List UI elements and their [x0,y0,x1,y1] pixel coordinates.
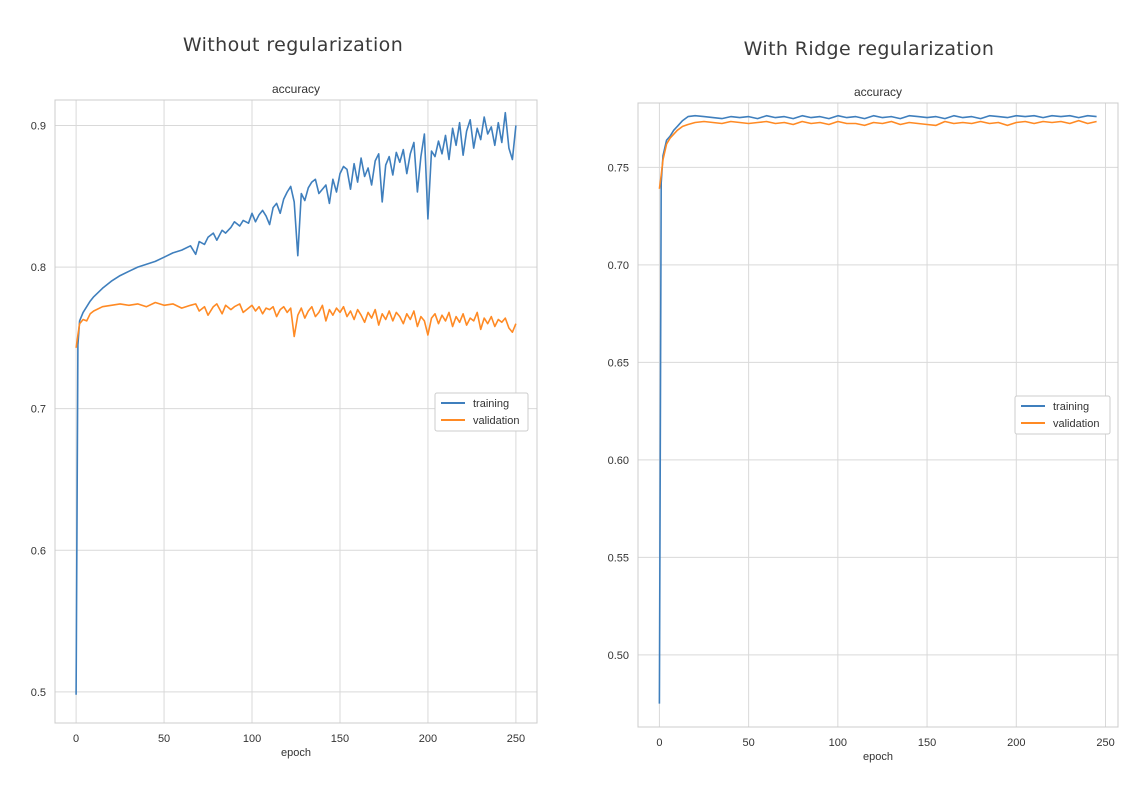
right-figure-title: With Ridge regularization [743,38,995,60]
right-chart-xtick-label: 50 [743,737,755,749]
left-chart-xtick-label: 200 [419,733,437,745]
right-chart-title: accuracy [854,85,902,99]
right-chart-xtick-label: 150 [918,737,936,749]
right-chart-xtick-label: 100 [829,737,847,749]
left-figure-title: Without regularization [182,34,404,56]
left-chart-xtick-label: 0 [73,733,79,745]
right-chart-validation-line [658,119,1097,189]
left-chart-xtick-label: 250 [507,733,525,745]
left-chart-xlabel: epoch [281,747,311,759]
left-chart-xtick-label: 50 [158,733,170,745]
right-chart-xtick-label: 250 [1096,737,1114,749]
right-chart-ytick-label: 0.55 [608,552,629,564]
right-chart-ytick-label: 0.50 [608,650,629,662]
right-chart-xtick-label: 0 [656,737,662,749]
right-chart-ytick-label: 0.70 [608,260,629,272]
right-chart-legend: training validation [1014,395,1111,435]
right-chart-ytick-label: 0.60 [608,455,629,467]
left-chart-legend: training validation [434,392,529,432]
right-chart-ytick-label: 0.65 [608,357,629,369]
left-chart-validation-line [75,301,517,348]
left-chart-ytick-label: 0.6 [31,545,46,557]
left-chart-training-line [75,111,517,695]
left-chart-legend-label-training: training [473,398,509,410]
right-chart-frame [637,102,1119,728]
right-chart-training-line [658,114,1097,704]
left-chart-xtick-label: 100 [243,733,261,745]
left-chart-xtick-label: 150 [331,733,349,745]
left-chart-ytick-label: 0.7 [31,404,46,416]
right-chart-ytick-label: 0.75 [608,162,629,174]
left-chart-ytick-label: 0.5 [31,687,46,699]
left-chart-ytick-label: 0.9 [31,120,46,132]
right-chart-legend-label-validation: validation [1053,418,1099,430]
left-chart-ytick-label: 0.8 [31,262,46,274]
left-chart-title: accuracy [272,82,320,96]
right-chart: 0 50 100 150 200 250 0.50 0.55 0.60 0.65 0.70 0.75 a… [608,85,1119,763]
left-chart-frame [54,99,538,724]
left-chart-legend-label-validation: validation [473,415,519,427]
right-chart-legend-label-training: training [1053,401,1089,413]
left-chart: 0 50 100 150 200 250 0.5 0.6 0.7 0.8 0.9 accuracy ep… [31,82,538,759]
right-chart-xtick-label: 200 [1007,737,1025,749]
right-chart-xlabel: epoch [863,751,893,763]
